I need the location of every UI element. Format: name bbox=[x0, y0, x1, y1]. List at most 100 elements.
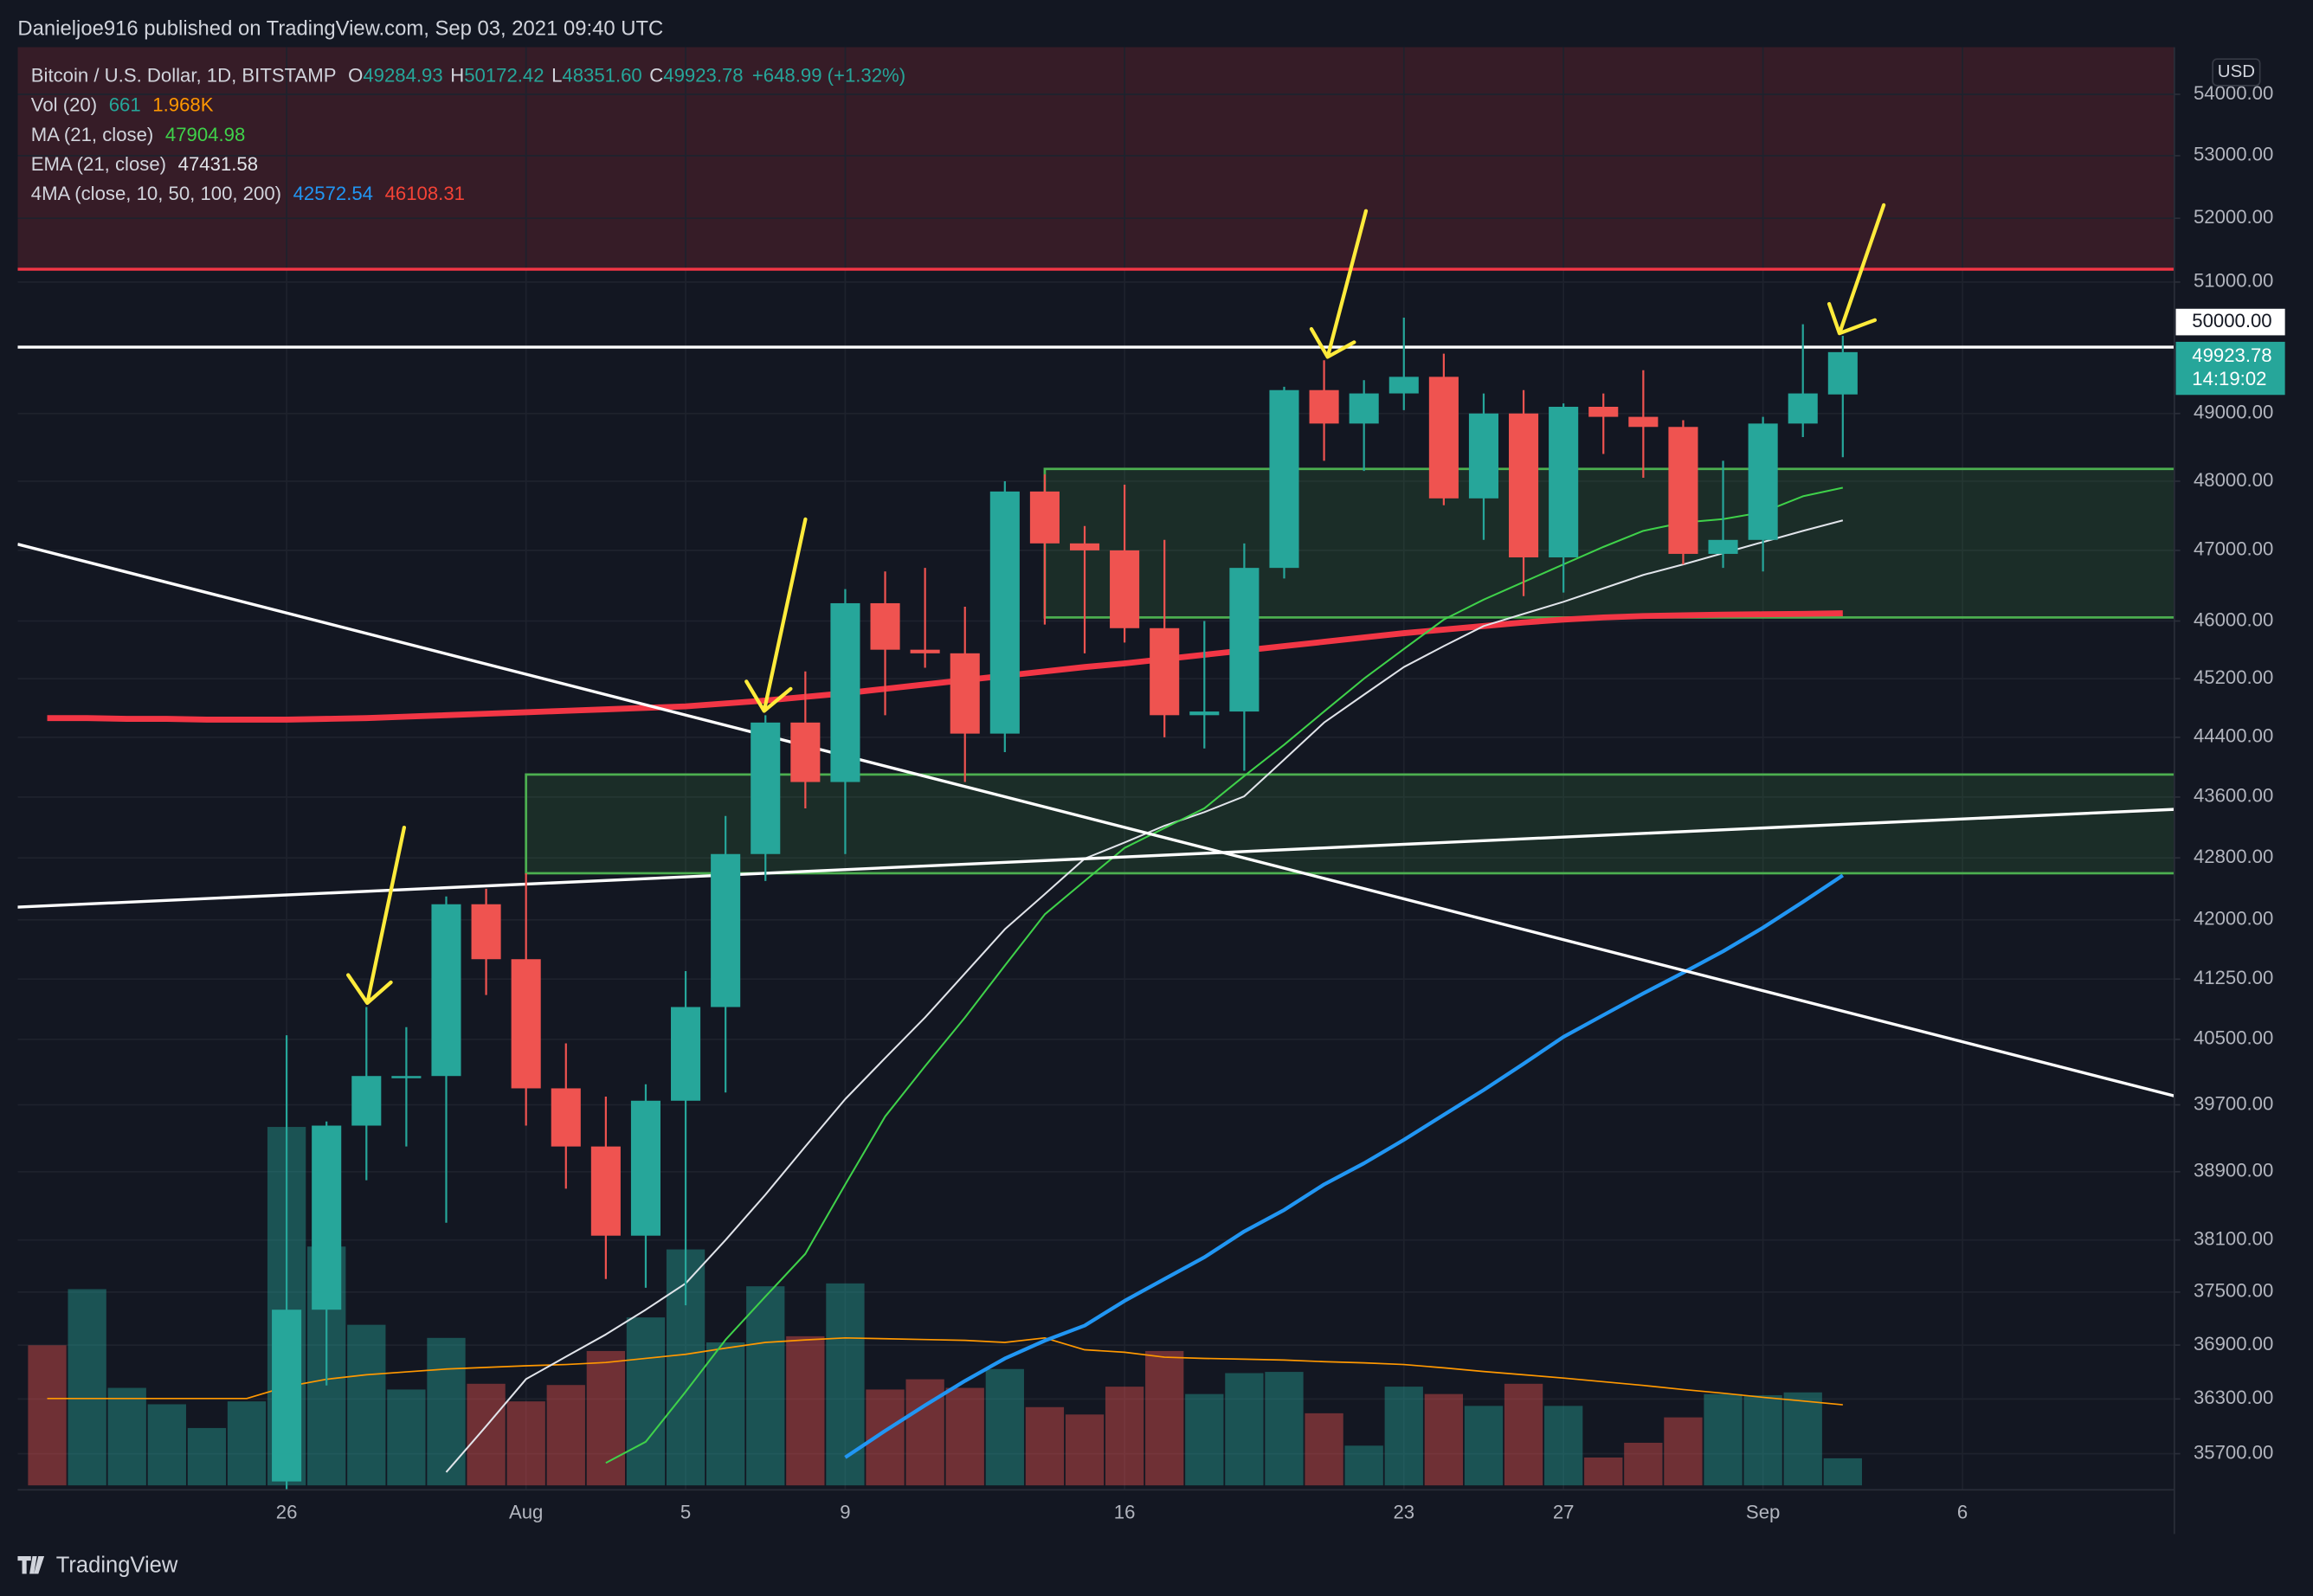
y-tick-label: 40500.00 bbox=[2194, 1027, 2273, 1049]
currency-label: USD bbox=[2218, 61, 2255, 81]
legend-text: 46108.31 bbox=[385, 183, 465, 204]
volume-bar bbox=[1704, 1393, 1743, 1486]
candle-body bbox=[1349, 393, 1379, 424]
arrows bbox=[346, 203, 1886, 1006]
legend-text: 1.968K bbox=[152, 94, 213, 116]
publish-header: Danieljoe916 published on TradingView.co… bbox=[17, 16, 663, 40]
volume-bar bbox=[147, 1404, 186, 1486]
volume-bar bbox=[1624, 1442, 1663, 1486]
volume-bar bbox=[546, 1385, 585, 1486]
candle-body bbox=[351, 1076, 382, 1126]
arrow bbox=[1827, 203, 1886, 336]
legend-text: Vol (20) bbox=[31, 94, 97, 116]
x-tick-label: 9 bbox=[840, 1501, 850, 1522]
x-tick-label: 26 bbox=[276, 1501, 298, 1522]
candle-body bbox=[1229, 568, 1260, 712]
x-tick-label: Aug bbox=[509, 1501, 543, 1522]
arrow bbox=[346, 825, 407, 1006]
candle-body bbox=[1150, 627, 1180, 716]
volume-bar bbox=[1664, 1417, 1703, 1486]
volume-bar bbox=[187, 1427, 227, 1486]
candle-body bbox=[1788, 393, 1818, 424]
legend-row: Bitcoin / U.S. Dollar, 1D, BITSTAMP O4928… bbox=[31, 64, 905, 86]
last-price-box bbox=[2175, 341, 2285, 396]
legend-text: C bbox=[649, 64, 663, 86]
price-line-label-box bbox=[2175, 308, 2285, 336]
volume-bar bbox=[1105, 1387, 1144, 1486]
volume-bar bbox=[1464, 1406, 1504, 1486]
moving-average-line bbox=[47, 610, 1843, 723]
candle-body bbox=[1110, 550, 1140, 628]
legend-text: H bbox=[450, 64, 464, 86]
candle-body bbox=[391, 1076, 422, 1078]
x-tick-label: 23 bbox=[1393, 1501, 1414, 1522]
legend-text: 4MA (close, 10, 50, 100, 200) bbox=[31, 183, 281, 204]
candle-body bbox=[431, 904, 461, 1077]
volume-bar bbox=[107, 1387, 146, 1486]
volume-bar bbox=[227, 1401, 267, 1486]
legend-text: 49923.78 bbox=[663, 64, 743, 86]
candle-body bbox=[511, 959, 541, 1089]
legend-text: 42572.54 bbox=[293, 183, 373, 204]
y-tick-label: 52000.00 bbox=[2194, 206, 2273, 228]
candle-body bbox=[1428, 376, 1459, 499]
volume-bar bbox=[626, 1317, 666, 1486]
y-tick-label: 41250.00 bbox=[2194, 967, 2273, 988]
volume-bar bbox=[427, 1337, 466, 1486]
volume-bar bbox=[1504, 1383, 1543, 1486]
x-tick-label: 16 bbox=[1114, 1501, 1136, 1522]
volume-bar bbox=[387, 1389, 426, 1486]
candle-body bbox=[272, 1310, 302, 1482]
legend-text: Bitcoin / U.S. Dollar, 1D, BITSTAMP bbox=[31, 64, 337, 86]
volume-bar bbox=[786, 1335, 825, 1486]
candle-body bbox=[989, 491, 1020, 734]
legend-text: MA (21, close) bbox=[31, 124, 154, 145]
volume-bar bbox=[1305, 1413, 1343, 1486]
volume-bar bbox=[1025, 1406, 1065, 1486]
moving-average-line bbox=[605, 486, 1844, 1464]
y-tick-label: 47000.00 bbox=[2194, 538, 2273, 560]
candle-body bbox=[910, 649, 940, 653]
x-tick-label: 6 bbox=[1957, 1501, 1968, 1522]
zone-box bbox=[525, 773, 2174, 875]
candle-body bbox=[1549, 406, 1579, 557]
candle-body bbox=[1708, 539, 1738, 554]
resistance-zone bbox=[17, 47, 2174, 270]
volume-ma-line bbox=[47, 1336, 1843, 1406]
countdown-label: 14:19:02 bbox=[2192, 368, 2266, 389]
candle-body bbox=[1748, 423, 1778, 540]
moving-average-line bbox=[844, 873, 1845, 1459]
candle-body bbox=[590, 1146, 621, 1236]
arrow bbox=[1309, 209, 1369, 359]
legend-text: L bbox=[551, 64, 562, 86]
candle-body bbox=[1388, 376, 1419, 394]
volume-bar bbox=[1743, 1395, 1782, 1486]
volume-bar bbox=[1265, 1372, 1304, 1486]
volume-bar bbox=[1544, 1406, 1583, 1486]
candle-body bbox=[551, 1088, 581, 1147]
y-tick-label: 42000.00 bbox=[2194, 908, 2273, 930]
volume-bar bbox=[746, 1286, 785, 1486]
candle-body bbox=[711, 853, 741, 1007]
candle-body bbox=[1588, 406, 1619, 417]
axes: 35700.00 36300.00 36900.00 37500.00 38100.00… bbox=[17, 47, 2285, 1535]
footer-logo: TradingView bbox=[17, 1554, 178, 1578]
last-price-label: 49923.78 bbox=[2192, 344, 2271, 366]
legend-row: MA (21, close) 47904.98 bbox=[31, 124, 245, 145]
candle-body bbox=[950, 653, 980, 734]
y-tick-label: 44400.00 bbox=[2194, 725, 2273, 747]
candle-body bbox=[870, 602, 900, 650]
x-tick-label: 27 bbox=[1553, 1501, 1575, 1522]
volume-bar bbox=[1424, 1393, 1464, 1486]
y-tick-label: 36900.00 bbox=[2194, 1333, 2273, 1355]
candle-body bbox=[1468, 413, 1499, 499]
y-tick-label: 46000.00 bbox=[2194, 608, 2273, 630]
legend-text: EMA (21, close) bbox=[31, 153, 166, 175]
candle-body bbox=[1668, 427, 1698, 554]
trendline bbox=[17, 808, 2174, 909]
candle-body bbox=[312, 1125, 342, 1310]
legend-text: 49284.93 bbox=[363, 64, 442, 86]
candle-body bbox=[1628, 416, 1659, 428]
candle-body bbox=[830, 602, 860, 782]
